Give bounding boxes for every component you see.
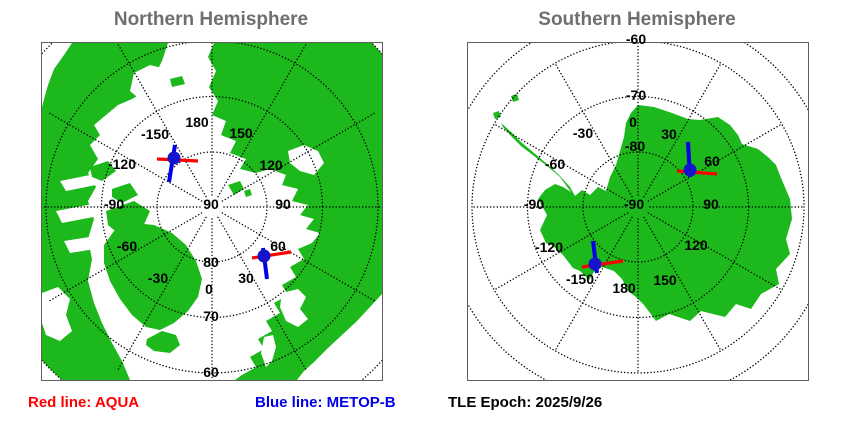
ocean-pacific-corner [42,43,72,107]
ocean-white-sea [280,289,308,327]
satellite-position-marker [156,144,199,183]
landmass-wrangel-island [170,76,185,87]
graticule-line [45,43,379,374]
landmass-arctic-islands [90,161,156,257]
graticule-line [647,212,783,291]
graticule-line [471,43,805,374]
graticule-label: 90 [275,196,291,212]
graticule-label: -80 [625,138,645,154]
graticule-label: 120 [259,157,283,173]
satellite-position-marker [676,141,718,178]
graticule-label: -120 [108,156,136,172]
graticule-line [48,212,203,302]
graticule-label: 30 [238,270,254,286]
north-geography [42,43,382,380]
graticule-label: 0 [205,281,213,297]
graticule-label: -60 [626,31,646,47]
graticule-label: -30 [573,125,593,141]
graticule-label: 60 [270,238,286,254]
graticule-label: -150 [566,271,594,287]
legend-blue-line-metopb: Blue line: METOP-B [255,394,396,411]
graticule-label: 70 [203,308,219,324]
satellite-dot [257,249,271,263]
graticule-line [643,216,722,352]
graticule-label: 90 [203,196,219,212]
graticule-label: -60 [117,238,137,254]
graticule-label: -60 [545,156,565,172]
graticule-line [554,62,633,198]
graticule-line [221,212,376,302]
graticule-label: 90 [703,196,719,212]
satellite-position-marker [581,240,624,274]
ocean-channel-3 [64,235,108,253]
south-geography [468,43,808,380]
ocean-gulf-bothnia [261,335,276,367]
legend-red-line-aqua: Red line: AQUA [28,394,140,411]
graticule-line [647,123,783,202]
graticule-line [554,216,633,352]
graticule-label: -120 [535,239,563,255]
south-map-title: Southern Hemisphere [538,9,736,30]
ocean-channel-2 [56,203,104,223]
ocean-se-corner [297,294,382,380]
north-map: 180 150 -150 120 -120 90 -90 60 -60 30 -30 0 90 80 70 6… [41,42,383,381]
south-map-svg: -60 -70 -80 -90 0 30 -30 60 -60 90 -90 120 -120 150 -1… [468,31,808,380]
landmass-antarctica [501,105,792,321]
graticule-label: -90 [104,196,124,212]
satellite-dot [683,163,697,177]
graticule-label: -150 [141,126,169,142]
graticule-label: 120 [684,237,708,253]
graticule-label: -90 [524,196,544,212]
graticule-label: 180 [612,280,636,296]
aqua-track-line [676,169,718,176]
north-map-title: Northern Hemisphere [113,9,309,30]
graticule-line [643,62,722,198]
graticule-label: 60 [704,153,720,169]
graticule-line [48,112,203,202]
graticule-label: -70 [626,87,646,103]
landmass-iceland [146,331,180,353]
satellite-dot [167,151,181,165]
legend-tle-epoch: TLE Epoch: 2025/9/26 [448,394,603,411]
landmass-svalbard [228,181,252,197]
satellite-position-marker [251,247,292,280]
landmass-south-islands [493,94,519,119]
graticule-line [221,112,376,202]
landmass-novaya-zemlya [252,140,275,163]
graticule-line [217,43,307,198]
graticule-line [493,123,629,202]
graticule-label: 80 [203,254,219,270]
graticule-label: 0 [629,114,637,130]
graticule-line [217,216,307,371]
graticule-line [117,43,207,198]
south-map: -60 -70 -80 -90 0 30 -30 60 -60 90 -90 120 -120 150 -1… [467,31,809,381]
graticule-label: -90 [624,196,644,212]
graticule-label: 150 [653,272,677,288]
north-map-svg: 180 150 -150 120 -120 90 -90 60 -60 30 -30 0 90 80 70 6… [42,43,382,380]
graticule-label: 180 [185,114,209,130]
graticule-label: -30 [148,270,168,286]
graticule-line [117,216,207,371]
graticule-label: 30 [661,126,677,142]
graticule-label: 150 [229,125,253,141]
satellite-dot [588,257,602,271]
graticule-line [493,212,629,291]
south-graticule-labels: -60 -70 -80 -90 0 30 -30 60 -60 90 -90 120 -120 150 -1… [524,31,720,296]
north-graticule-labels: 180 150 -150 120 -120 90 -90 60 -60 30 -30 0 90 80 70 6… [104,114,291,380]
graticule-label: 60 [203,364,219,380]
